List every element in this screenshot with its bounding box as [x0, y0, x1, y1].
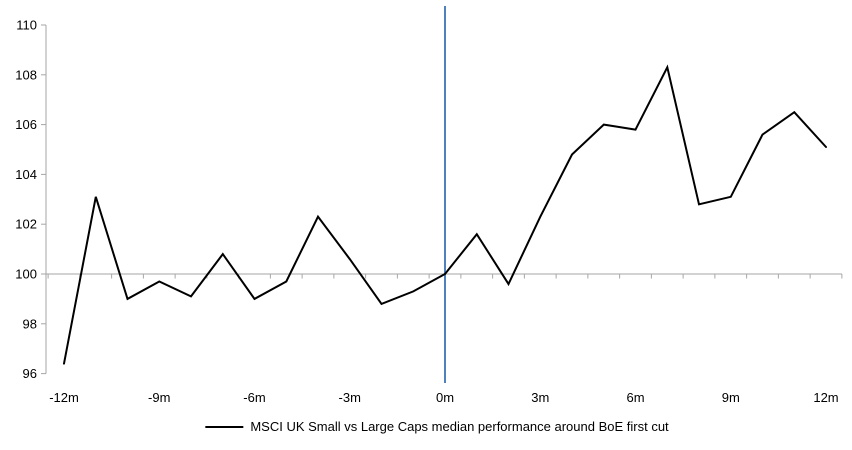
x-tick-label: -6m [243, 390, 265, 405]
y-tick-label: 100 [15, 267, 37, 282]
x-tick-label: -3m [339, 390, 361, 405]
y-tick-label: 98 [23, 316, 37, 331]
y-tick-label: 96 [23, 366, 37, 381]
x-tick-label: 12m [813, 390, 838, 405]
x-tick-label: 6m [626, 390, 644, 405]
x-tick-label: 0m [436, 390, 454, 405]
y-tick-label: 108 [15, 67, 37, 82]
x-tick-label: 3m [531, 390, 549, 405]
y-tick-label: 106 [15, 117, 37, 132]
legend-line-swatch [205, 425, 244, 428]
series-line [63, 64, 827, 365]
x-tick-label: 9m [722, 390, 740, 405]
y-tick-label: 102 [15, 217, 37, 232]
x-tick-label: -9m [148, 390, 170, 405]
legend: MSCI UK Small vs Large Caps median perfo… [205, 419, 669, 434]
legend-series-label: MSCI UK Small vs Large Caps median perfo… [250, 419, 669, 434]
y-tick-label: 110 [16, 18, 37, 33]
x-tick-label: -12m [49, 390, 79, 405]
y-tick-label: 104 [15, 167, 37, 182]
